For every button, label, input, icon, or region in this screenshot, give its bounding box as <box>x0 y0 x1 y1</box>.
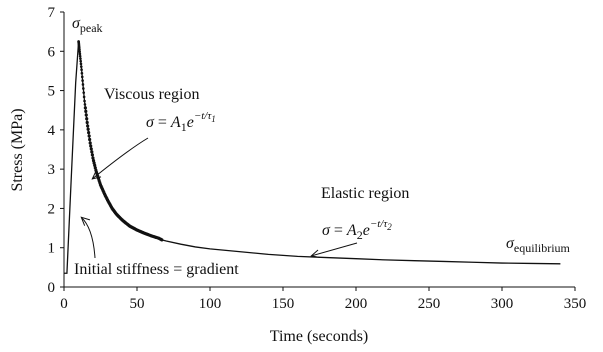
y-tick-label: 4 <box>48 123 56 139</box>
x-tick-label: 250 <box>418 296 441 312</box>
x-tick-label: 100 <box>199 296 222 312</box>
viscous-arrowhead <box>91 170 102 180</box>
data-point <box>79 59 82 63</box>
data-point <box>93 163 97 168</box>
peak-label: σpeak <box>72 15 103 35</box>
initial-stiffness-arrowhead <box>80 216 91 226</box>
stress-curve <box>64 41 561 274</box>
viscous-equation: σ = A1e−t/τ1 <box>146 110 216 134</box>
data-point <box>80 75 84 79</box>
data-point <box>89 147 93 151</box>
y-tick-label: 6 <box>48 44 56 60</box>
initial-stiffness-arrow <box>80 216 96 259</box>
data-point <box>86 127 90 131</box>
data-point <box>83 99 86 103</box>
y-tick-label: 3 <box>48 162 56 178</box>
axes <box>63 12 575 288</box>
data-point <box>87 130 91 135</box>
data-point <box>88 137 92 142</box>
initial-stiffness-label: Initial stiffness = gradient <box>74 261 239 278</box>
data-point <box>82 87 85 90</box>
data-point <box>83 103 87 106</box>
plot-area <box>64 40 561 274</box>
data-point <box>86 124 90 128</box>
data-point <box>81 83 85 86</box>
data-point <box>82 91 86 94</box>
y-axis-title: Stress (MPa) <box>9 108 26 191</box>
data-point <box>93 166 97 170</box>
data-point <box>80 68 83 71</box>
data-point <box>78 50 81 54</box>
y-tick-label: 0 <box>48 280 56 296</box>
data-point <box>79 65 83 68</box>
equilibrium-label: σequilibrium <box>506 235 571 255</box>
data-point <box>83 106 87 110</box>
y-ticks: 0 1 2 3 4 5 6 7 <box>48 5 64 296</box>
data-point <box>78 52 82 56</box>
y-tick-label: 1 <box>48 241 56 257</box>
data-point <box>78 48 81 52</box>
x-tick-label: 350 <box>564 296 587 312</box>
data-point <box>79 62 83 66</box>
data-point <box>78 54 82 58</box>
data-point <box>88 141 92 145</box>
data-point <box>87 134 91 138</box>
y-tick-label: 5 <box>48 84 56 100</box>
elastic-equation: σ = A2e−t/τ2 <box>322 218 392 242</box>
data-point <box>89 144 93 148</box>
x-tick-label: 150 <box>272 296 295 312</box>
viscous-arrow <box>91 137 149 180</box>
data-point <box>84 113 88 117</box>
data-point <box>90 150 94 154</box>
elastic-arrowhead <box>310 249 321 258</box>
y-tick-label: 2 <box>48 201 56 217</box>
x-axis-title: Time (seconds) <box>270 328 369 345</box>
x-ticks: 0 50 100 150 200 250 300 350 <box>60 287 586 312</box>
data-point <box>84 109 88 113</box>
data-point <box>85 120 89 125</box>
viscous-region-label: Viscous region <box>104 86 199 103</box>
annotations: σpeak Viscous region σ = A1e−t/τ1 Elasti… <box>72 15 571 278</box>
elastic-region-label: Elastic region <box>321 185 409 202</box>
data-point <box>85 117 89 121</box>
x-tick-label: 0 <box>60 296 68 312</box>
data-point <box>82 95 86 99</box>
y-tick-label: 7 <box>48 5 56 21</box>
elastic-arrow <box>311 242 358 257</box>
x-tick-label: 50 <box>130 296 145 312</box>
data-point <box>81 79 84 82</box>
data-point <box>92 161 96 165</box>
data-point <box>80 71 84 75</box>
data-point <box>160 238 164 242</box>
data-point <box>79 57 82 60</box>
x-tick-label: 200 <box>345 296 368 312</box>
data-point <box>90 153 94 157</box>
x-tick-label: 300 <box>491 296 514 312</box>
data-point <box>91 156 95 160</box>
